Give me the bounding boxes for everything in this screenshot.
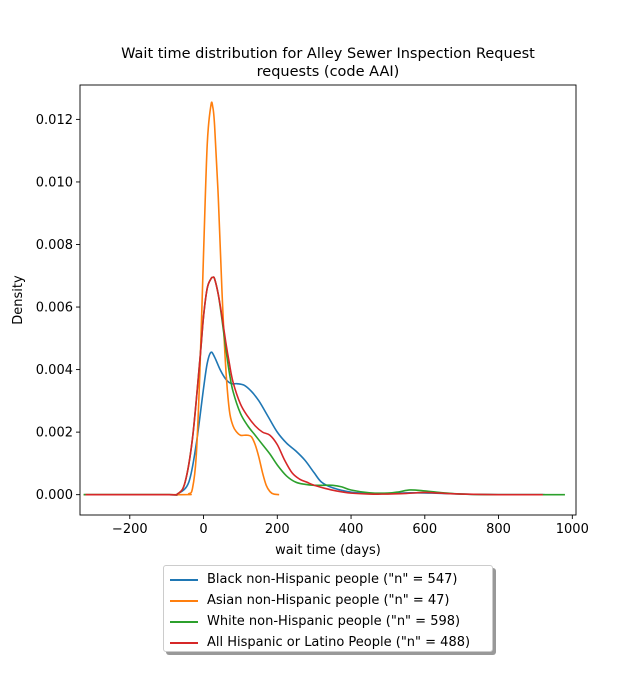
legend-label: Asian non-Hispanic people ("n" = 47) xyxy=(207,593,450,608)
chart-legend: Black non-Hispanic people ("n" = 547) Asi… xyxy=(163,565,493,652)
y-axis: 0.000 0.002 0.004 0.006 0.008 0.010 0.012 xyxy=(36,113,80,503)
x-tick-label: 600 xyxy=(412,522,437,537)
series-line-2 xyxy=(83,276,565,496)
x-tick-label: 0 xyxy=(199,522,207,537)
y-tick-label: 0.002 xyxy=(36,426,73,441)
x-tick-label: −200 xyxy=(112,522,148,537)
y-tick-label: 0.010 xyxy=(36,175,73,190)
x-axis-label: wait time (days) xyxy=(275,543,381,558)
y-tick-label: 0.008 xyxy=(36,238,73,253)
x-tick-label: 800 xyxy=(486,522,511,537)
legend-label: All Hispanic or Latino People ("n" = 488… xyxy=(207,635,471,650)
x-tick-label: 1000 xyxy=(556,522,589,537)
x-tick-label: 400 xyxy=(339,522,364,537)
chart-title-line-1: Wait time distribution for Alley Sewer I… xyxy=(121,46,535,62)
x-axis: −200 0 200 400 600 800 1000 xyxy=(112,515,589,537)
series-line-3 xyxy=(85,276,543,496)
plot-area xyxy=(79,84,577,516)
legend-entry: White non-Hispanic people ("n" = 598) xyxy=(170,611,492,632)
legend-swatch xyxy=(170,620,198,623)
series-line-0 xyxy=(83,351,545,496)
series-line-1 xyxy=(83,101,280,496)
y-tick-label: 0.000 xyxy=(36,488,73,503)
legend-swatch xyxy=(170,599,198,602)
legend-entry: All Hispanic or Latino People ("n" = 488… xyxy=(170,632,492,653)
legend-swatch xyxy=(170,641,198,644)
legend-entry: Asian non-Hispanic people ("n" = 47) xyxy=(170,590,492,611)
legend-entry: Black non-Hispanic people ("n" = 547) xyxy=(170,569,492,590)
legend-swatch xyxy=(170,578,198,581)
legend-label: Black non-Hispanic people ("n" = 547) xyxy=(207,572,458,587)
legend-label: White non-Hispanic people ("n" = 598) xyxy=(207,614,461,629)
y-tick-label: 0.012 xyxy=(36,113,73,128)
chart-title-line-2: requests (code AAI) xyxy=(257,64,400,80)
y-axis-label: Density xyxy=(11,275,26,325)
y-tick-label: 0.006 xyxy=(36,301,73,316)
series-lines xyxy=(83,101,565,496)
y-tick-label: 0.004 xyxy=(36,363,73,378)
x-tick-label: 200 xyxy=(265,522,290,537)
